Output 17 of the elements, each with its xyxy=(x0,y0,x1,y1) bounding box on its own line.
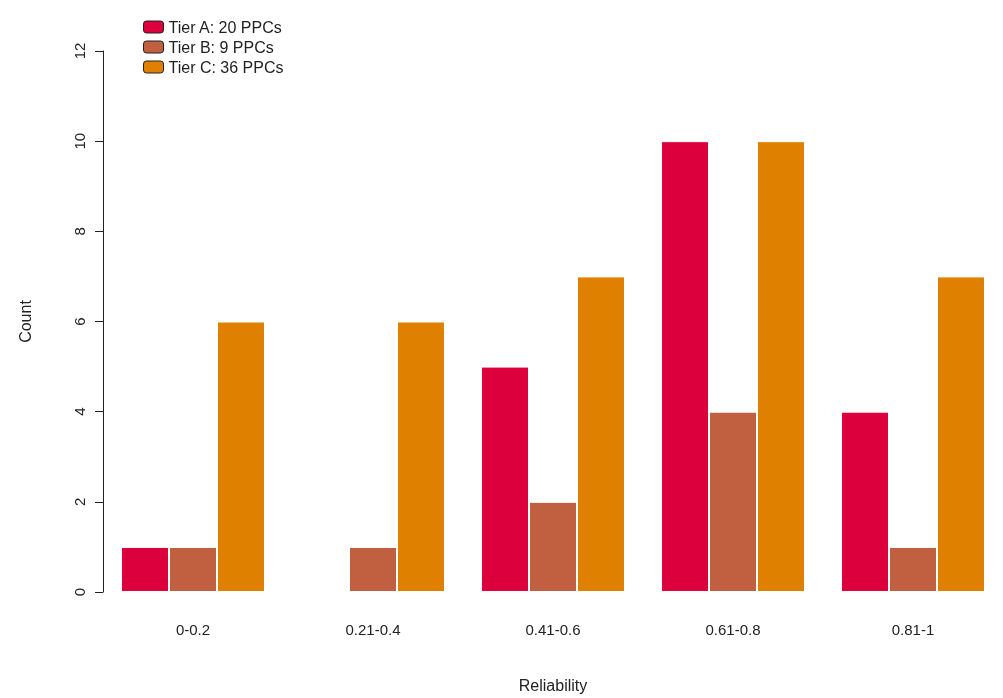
y-tick-label: 6 xyxy=(71,317,88,326)
y-tick-label: 12 xyxy=(71,42,88,60)
legend-label: Tier C: 36 PPCs xyxy=(168,58,284,76)
y-tick-label: 10 xyxy=(71,132,88,150)
legend-label: Tier B: 9 PPCs xyxy=(168,38,274,56)
y-axis-title: Count xyxy=(16,299,34,343)
y-tick-label: 8 xyxy=(71,227,88,236)
x-tick-label: 0.61-0.8 xyxy=(705,621,761,638)
x-axis-title: Reliability xyxy=(518,676,588,694)
y-tick-label: 4 xyxy=(71,407,88,416)
x-tick-label: 0-0.2 xyxy=(175,621,211,638)
x-tick-label: 0.81-1 xyxy=(891,621,935,638)
x-tick-label: 0.21-0.4 xyxy=(345,621,401,638)
y-tick-label: 2 xyxy=(71,497,88,507)
x-tick-label: 0.41-0.6 xyxy=(525,621,581,638)
legend-label: Tier A: 20 PPCs xyxy=(168,18,282,36)
y-tick-label: 0 xyxy=(71,587,88,597)
